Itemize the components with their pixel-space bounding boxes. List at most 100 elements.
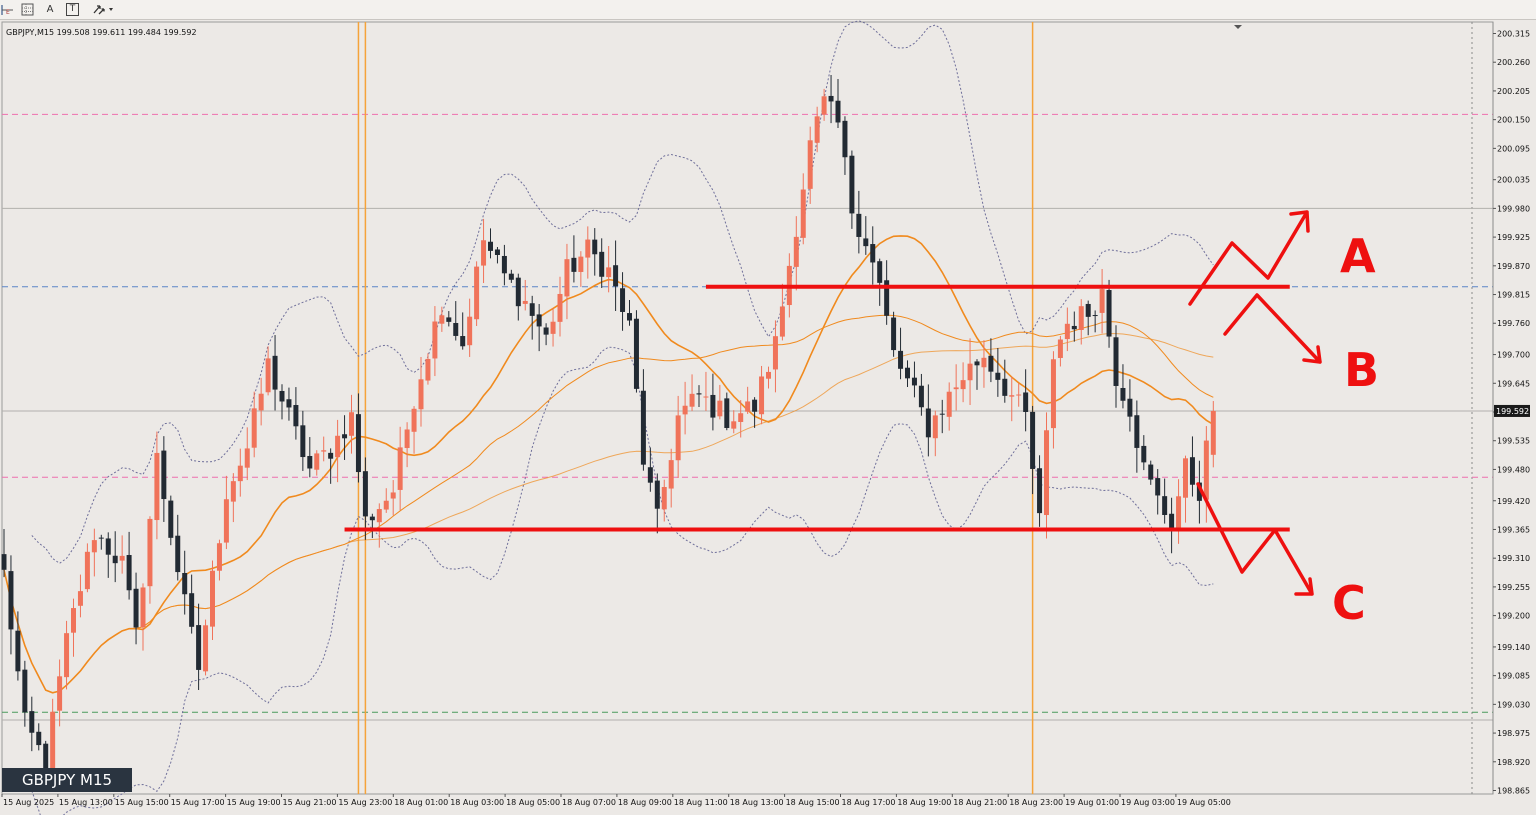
candle-body — [898, 350, 904, 369]
candle-body — [91, 540, 97, 553]
price-tick-label: 200.150 — [1497, 116, 1530, 125]
candle-body — [981, 357, 987, 368]
candle-body — [1106, 290, 1112, 337]
candle — [1023, 369, 1029, 432]
candle-body — [647, 467, 653, 483]
candle-body — [43, 743, 49, 771]
candle — [835, 78, 841, 129]
candle — [1009, 376, 1015, 422]
candle — [467, 298, 473, 357]
arrows-dropdown-icon[interactable] — [92, 2, 116, 17]
candle-body — [717, 400, 723, 417]
time-tick-label: 18 Aug 17:00 — [842, 798, 896, 807]
candle-body — [105, 538, 111, 555]
time-tick-label: 15 Aug 17:00 — [171, 798, 225, 807]
grid-toggle-icon[interactable] — [20, 2, 36, 17]
candle — [911, 361, 917, 398]
candle-body — [279, 390, 285, 402]
candle — [22, 660, 28, 727]
text-label-icon[interactable]: A — [46, 4, 54, 15]
candle-body — [1189, 457, 1195, 485]
candle-body — [1002, 378, 1008, 396]
candle — [272, 335, 278, 411]
candle — [953, 364, 959, 411]
candle — [717, 384, 723, 420]
price-tick-label: 199.480 — [1497, 465, 1530, 474]
candle-body — [126, 555, 132, 591]
candle — [216, 539, 222, 581]
candle-body — [661, 487, 667, 510]
candle — [1002, 359, 1008, 403]
candle-body — [355, 414, 361, 473]
candle-body — [703, 396, 709, 398]
candle — [1189, 436, 1195, 497]
candle — [536, 304, 542, 352]
time-tick-label: 18 Aug 23:00 — [1009, 798, 1063, 807]
candle — [36, 723, 42, 751]
candle-body — [230, 481, 236, 502]
candle-body — [599, 251, 605, 277]
candle-body — [1113, 337, 1119, 386]
candle-body — [557, 293, 563, 322]
candle-body — [766, 371, 771, 379]
candle-body — [293, 405, 299, 427]
candle — [57, 659, 63, 727]
candle-body — [488, 241, 493, 251]
candle-body — [1127, 398, 1133, 417]
candle-body — [432, 321, 438, 359]
candle — [390, 480, 396, 516]
candle — [960, 362, 966, 403]
candle-body — [682, 405, 688, 415]
candle — [995, 347, 1001, 397]
candle — [640, 369, 646, 471]
candle-body — [1099, 289, 1105, 313]
candle — [550, 308, 556, 347]
time-tick-label: 19 Aug 01:00 — [1065, 798, 1119, 807]
candle-body — [1030, 411, 1036, 469]
time-tick-label: 18 Aug 03:00 — [450, 798, 504, 807]
candle-body — [1203, 440, 1209, 500]
time-tick-label: 19 Aug 05:00 — [1177, 798, 1231, 807]
period-separator-icon[interactable]: E — [0, 2, 16, 17]
candle — [828, 74, 834, 124]
candle-body — [1078, 306, 1084, 330]
candle — [668, 448, 674, 508]
candle — [126, 531, 132, 600]
candle — [766, 366, 771, 389]
price-tick-label: 199.030 — [1497, 700, 1530, 709]
candle-body — [974, 361, 980, 366]
candle — [314, 450, 320, 476]
candle-body — [1210, 410, 1216, 455]
candle-body — [453, 322, 459, 336]
candle-body — [793, 236, 799, 267]
candle — [98, 534, 104, 550]
time-tick-label: 18 Aug 01:00 — [394, 798, 448, 807]
candle-body — [175, 535, 181, 573]
candle — [196, 603, 202, 690]
candle-body — [272, 355, 278, 390]
candle-body — [877, 261, 883, 283]
price-tick-label: 199.200 — [1497, 612, 1530, 621]
candle-body — [251, 408, 257, 448]
candle — [807, 126, 813, 204]
candle-body — [342, 434, 348, 439]
candle — [474, 261, 480, 326]
text-box-icon[interactable]: T — [66, 3, 79, 16]
candle-body — [592, 239, 598, 255]
candle — [481, 218, 487, 284]
scenario-b-label: B — [1344, 343, 1379, 397]
candle-body — [515, 277, 521, 307]
candle — [752, 397, 758, 428]
candle-body — [29, 711, 35, 733]
candle-body — [140, 587, 146, 628]
candle-body — [119, 555, 125, 561]
candle-body — [328, 452, 334, 459]
candle — [133, 572, 139, 645]
price-tick-label: 200.035 — [1497, 176, 1530, 185]
symbol-info-line: GBPJPY,M15 199.508 199.611 199.484 199.5… — [6, 28, 197, 37]
price-tick-label: 199.310 — [1497, 554, 1530, 563]
candle-body — [1092, 315, 1098, 317]
candle-body — [369, 516, 375, 521]
time-tick-label: 18 Aug 11:00 — [674, 798, 728, 807]
